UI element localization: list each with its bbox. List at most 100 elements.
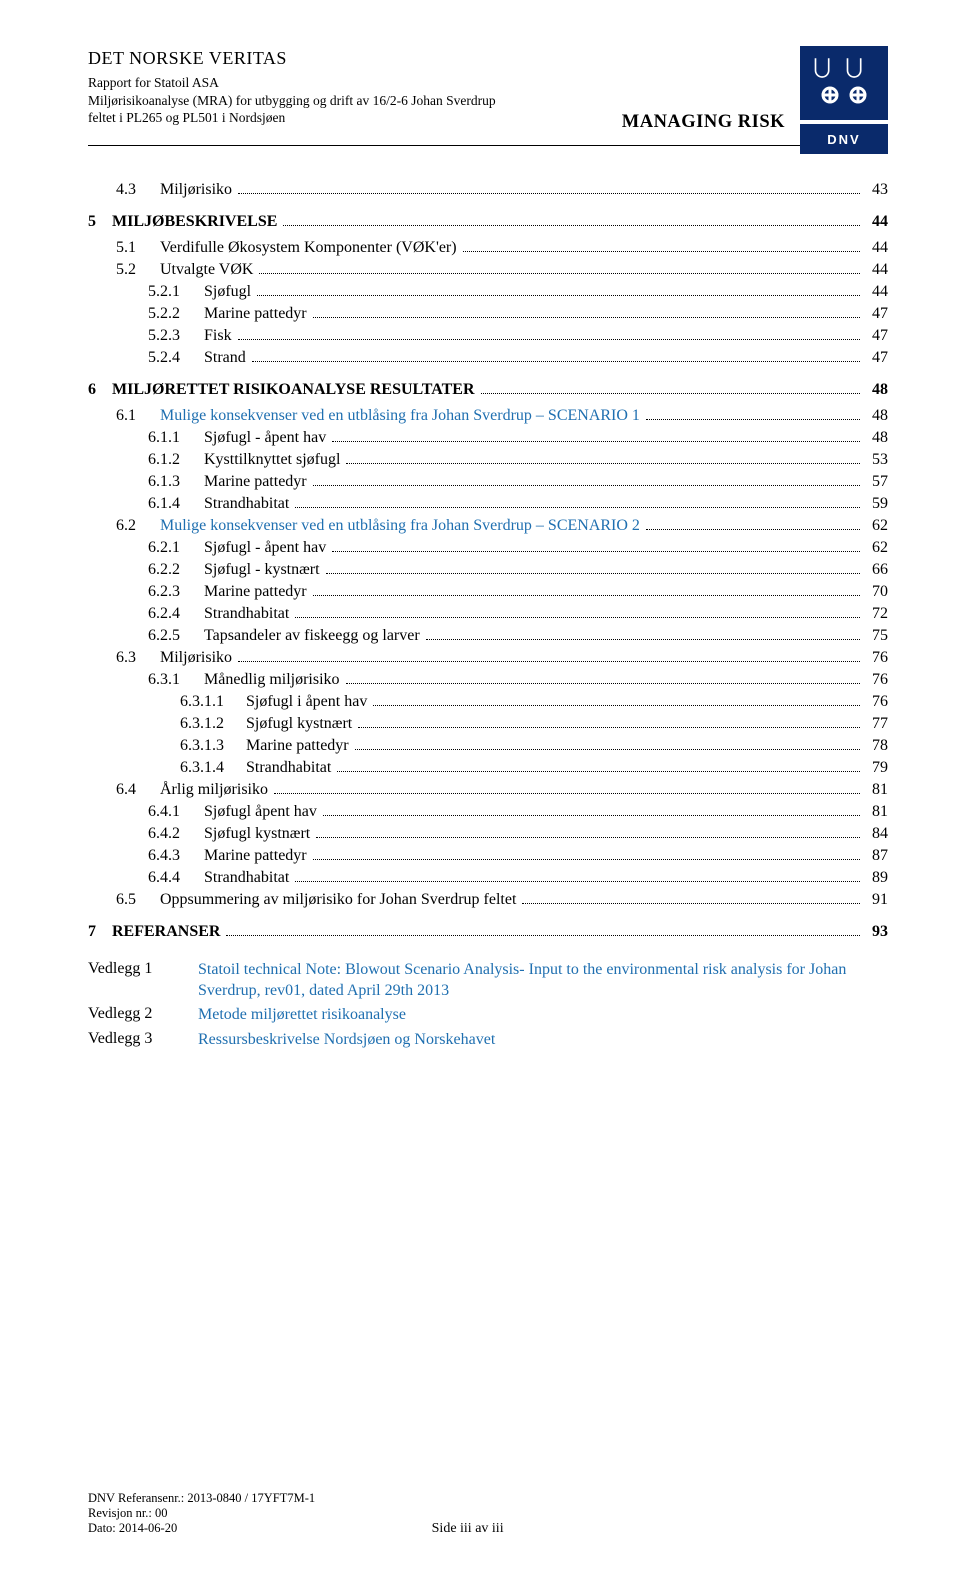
toc-entry[interactable]: 6.3Miljørisiko76 <box>88 650 888 666</box>
footer-rev: Revisjon nr.: 00 <box>88 1506 888 1521</box>
dnv-logo-text: DNV <box>800 124 888 154</box>
toc-leader-dots <box>332 551 860 552</box>
toc-leader-dots <box>252 361 860 362</box>
org-name: DET NORSKE VERITAS <box>88 48 888 69</box>
toc-entry[interactable]: 6.2.4Strandhabitat72 <box>88 606 888 622</box>
toc-number: 6.2 <box>116 518 154 534</box>
toc-number: 5.2.4 <box>148 350 198 366</box>
toc-entry[interactable]: 6.4Årlig miljørisiko81 <box>88 782 888 798</box>
toc-entry[interactable]: 5.1Verdifulle Økosystem Komponenter (VØK… <box>88 240 888 256</box>
toc-leader-dots <box>313 595 860 596</box>
toc-page: 44 <box>864 240 888 256</box>
toc-entry[interactable]: 6MILJØRETTET RISIKOANALYSE RESULTATER48 <box>88 382 888 398</box>
toc-label: Miljørisiko <box>154 650 232 666</box>
subtitle-line-2: feltet i PL265 og PL501 i Nordsjøen <box>88 110 608 127</box>
report-for: Rapport for Statoil ASA <box>88 75 888 91</box>
toc-label: Verdifulle Økosystem Komponenter (VØK'er… <box>154 240 457 256</box>
toc-leader-dots <box>238 339 860 340</box>
toc-entry[interactable]: 6.2.3Marine pattedyr70 <box>88 584 888 600</box>
toc-entry[interactable]: 5.2.1Sjøfugl44 <box>88 284 888 300</box>
toc-leader-dots <box>313 859 860 860</box>
toc-entry[interactable]: 6.1.2Kysttilknyttet sjøfugl53 <box>88 452 888 468</box>
toc-number: 6.2.4 <box>148 606 198 622</box>
toc-leader-dots <box>295 881 860 882</box>
toc-label: Utvalgte VØK <box>154 262 253 278</box>
toc-entry[interactable]: 6.4.2Sjøfugl kystnært84 <box>88 826 888 842</box>
toc-leader-dots <box>358 727 860 728</box>
toc-entry[interactable]: 6.2.1Sjøfugl - åpent hav62 <box>88 540 888 556</box>
toc-entry[interactable]: 6.5Oppsummering av miljørisiko for Johan… <box>88 892 888 908</box>
appendix-text: Metode miljørettet risikoanalyse <box>198 1005 888 1026</box>
toc-leader-dots <box>522 903 860 904</box>
toc-page: 43 <box>864 182 888 198</box>
toc-label: Oppsummering av miljørisiko for Johan Sv… <box>154 892 516 908</box>
toc-page: 77 <box>864 716 888 732</box>
toc-entry[interactable]: 6.2.2Sjøfugl - kystnært66 <box>88 562 888 578</box>
toc-label: MILJØBESKRIVELSE <box>106 214 277 230</box>
toc-label: Sjøfugl i åpent hav <box>240 694 367 710</box>
toc-label: MILJØRETTET RISIKOANALYSE RESULTATER <box>106 382 475 398</box>
toc-entry[interactable]: 5.2.3Fisk47 <box>88 328 888 344</box>
toc-number: 5.2.1 <box>148 284 198 300</box>
toc-entry[interactable]: 6.3.1.2Sjøfugl kystnært77 <box>88 716 888 732</box>
toc-page: 48 <box>864 408 888 424</box>
toc-number: 6.3.1 <box>148 672 198 688</box>
dnv-logo: DNV <box>800 46 888 154</box>
toc-label: Sjøfugl - åpent hav <box>198 540 326 556</box>
toc-page: 70 <box>864 584 888 600</box>
toc-entry[interactable]: 5MILJØBESKRIVELSE44 <box>88 214 888 230</box>
toc-page: 47 <box>864 328 888 344</box>
footer-ref: DNV Referansenr.: 2013-0840 / 17YFT7M-1 <box>88 1491 888 1506</box>
toc-entry[interactable]: 5.2.2Marine pattedyr47 <box>88 306 888 322</box>
toc-entry[interactable]: 6.2.5Tapsandeler av fiskeegg og larver75 <box>88 628 888 644</box>
toc-label: Strandhabitat <box>198 870 289 886</box>
toc-page: 66 <box>864 562 888 578</box>
toc-page: 87 <box>864 848 888 864</box>
toc-entry[interactable]: 6.4.3Marine pattedyr87 <box>88 848 888 864</box>
toc-label: Strandhabitat <box>240 760 331 776</box>
toc-entry[interactable]: 6.3.1Månedlig miljørisiko76 <box>88 672 888 688</box>
toc-entry[interactable]: 6.4.1Sjøfugl åpent hav81 <box>88 804 888 820</box>
toc-page: 44 <box>864 284 888 300</box>
toc-entry[interactable]: 6.1.1Sjøfugl - åpent hav48 <box>88 430 888 446</box>
toc-page: 81 <box>864 782 888 798</box>
toc-number: 6.2.5 <box>148 628 198 644</box>
toc-label: REFERANSER <box>106 924 220 940</box>
toc-entry[interactable]: 6.1.3Marine pattedyr57 <box>88 474 888 490</box>
toc-number: 6.3 <box>116 650 154 666</box>
toc-entry[interactable]: 6.3.1.4Strandhabitat79 <box>88 760 888 776</box>
toc-entry[interactable]: 6.4.4Strandhabitat89 <box>88 870 888 886</box>
appendix-entry: Vedlegg 3Ressursbeskrivelse Nordsjøen og… <box>88 1030 888 1051</box>
toc-leader-dots <box>295 507 860 508</box>
toc-number: 6.4.3 <box>148 848 198 864</box>
toc-leader-dots <box>355 749 860 750</box>
toc-page: 81 <box>864 804 888 820</box>
toc-entry[interactable]: 6.2Mulige konsekvenser ved en utblåsing … <box>88 518 888 534</box>
toc-entry[interactable]: 6.1.4Strandhabitat59 <box>88 496 888 512</box>
toc-label: Strand <box>198 350 246 366</box>
toc-number: 4.3 <box>116 182 154 198</box>
toc-page: 62 <box>864 518 888 534</box>
toc-page: 44 <box>864 262 888 278</box>
toc-entry[interactable]: 7REFERANSER93 <box>88 924 888 940</box>
appendix-text: Ressursbeskrivelse Nordsjøen og Norskeha… <box>198 1030 888 1051</box>
toc-number: 5.2 <box>116 262 154 278</box>
toc-number: 5.2.2 <box>148 306 198 322</box>
toc-entry[interactable]: 6.3.1.3Marine pattedyr78 <box>88 738 888 754</box>
toc-number: 6.2.2 <box>148 562 198 578</box>
toc-entry[interactable]: 6.1Mulige konsekvenser ved en utblåsing … <box>88 408 888 424</box>
toc-page: 47 <box>864 306 888 322</box>
toc-leader-dots <box>316 837 860 838</box>
managing-risk-label: MANAGING RISK <box>622 112 785 133</box>
toc-leader-dots <box>226 935 860 936</box>
toc-leader-dots <box>313 317 860 318</box>
toc-page: 89 <box>864 870 888 886</box>
toc-entry[interactable]: 4.3Miljørisiko43 <box>88 182 888 198</box>
toc-entry[interactable]: 5.2.4Strand 47 <box>88 350 888 366</box>
toc-entry[interactable]: 6.3.1.1Sjøfugl i åpent hav76 <box>88 694 888 710</box>
toc-page: 44 <box>864 214 888 230</box>
toc-page: 47 <box>864 350 888 366</box>
toc-leader-dots <box>481 393 861 394</box>
appendix-label: Vedlegg 1 <box>88 960 198 1002</box>
toc-entry[interactable]: 5.2Utvalgte VØK 44 <box>88 262 888 278</box>
